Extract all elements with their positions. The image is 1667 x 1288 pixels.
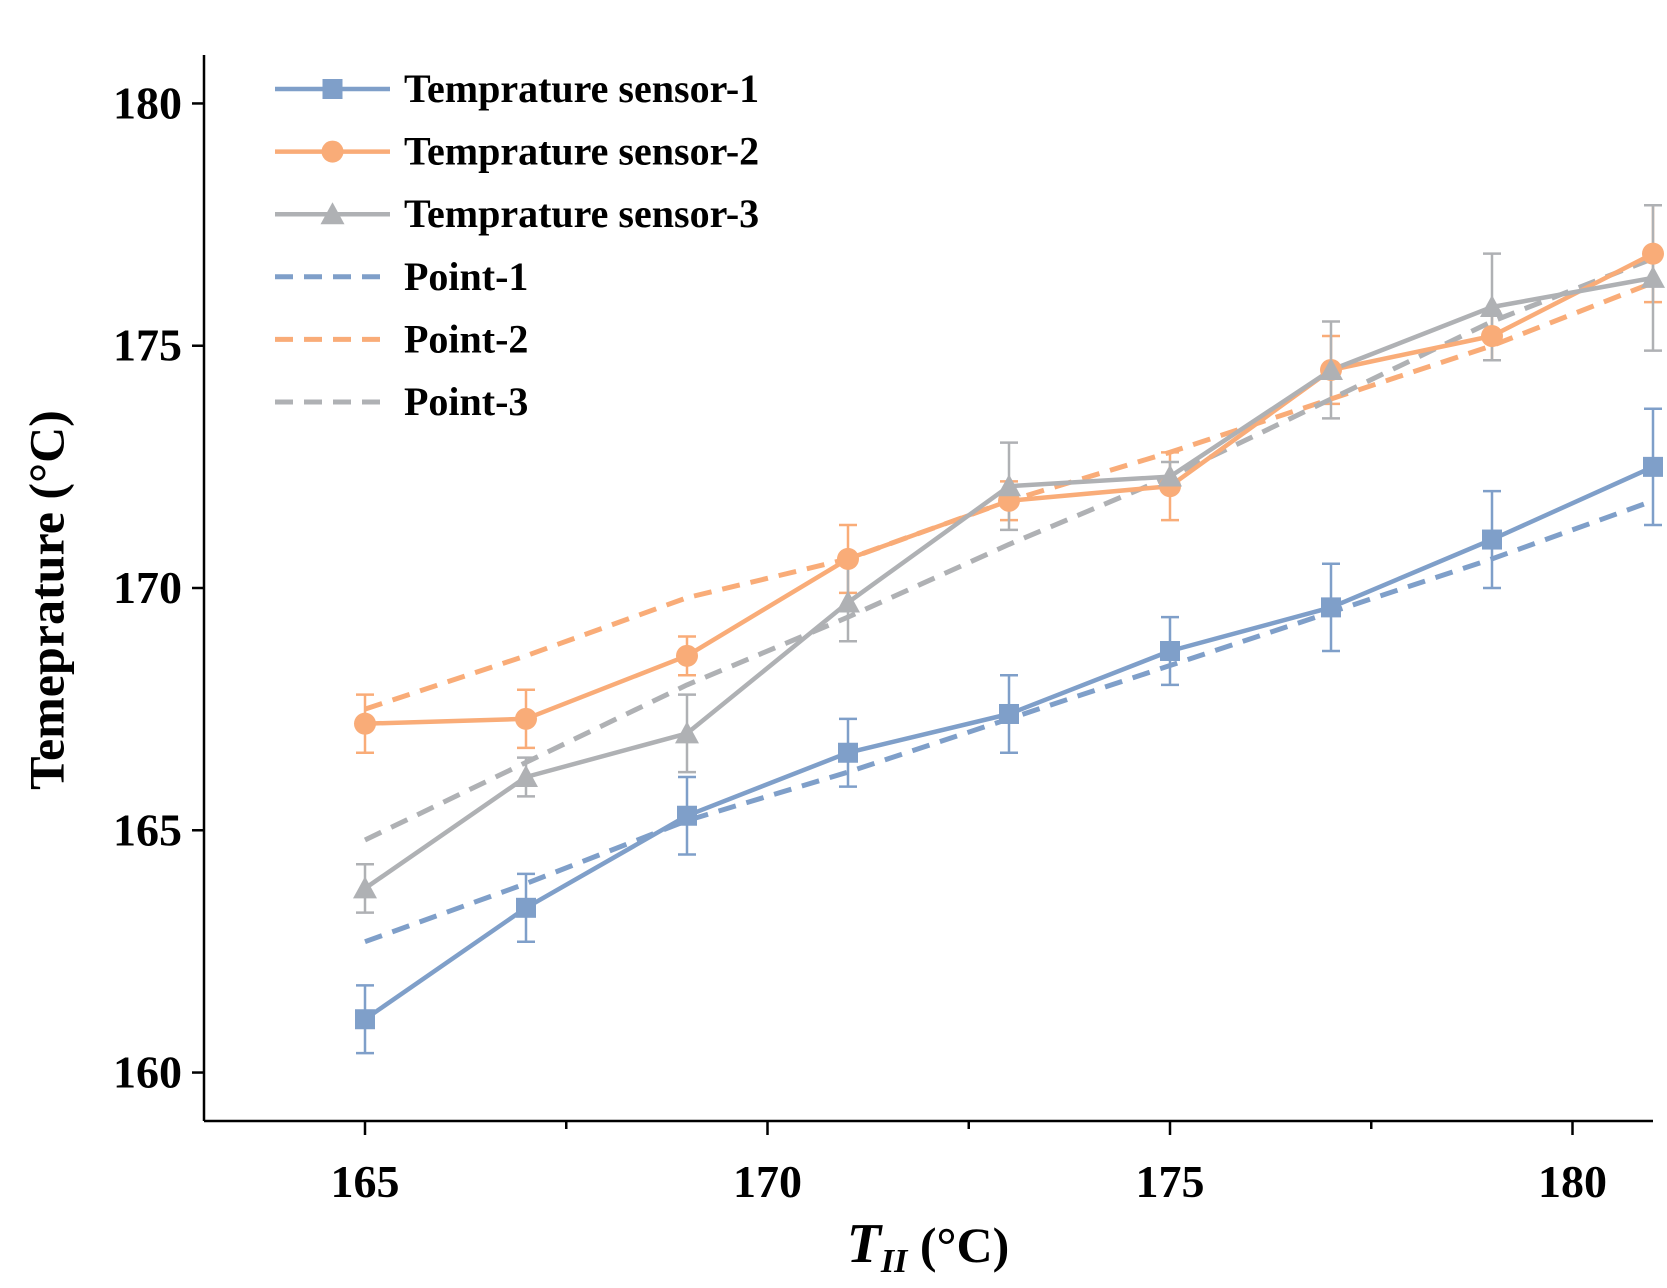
- legend-entry: Temprature sensor-1: [275, 66, 759, 111]
- legend-label: Point-2: [404, 316, 528, 361]
- data-point-square: [322, 79, 343, 99]
- legend-label: Temprature sensor-2: [404, 129, 759, 174]
- y-tick-label: 170: [113, 562, 182, 613]
- data-point-square: [1643, 456, 1663, 477]
- y-ticks: 160 165 170 175 180: [113, 77, 204, 1098]
- data-point-square: [355, 1009, 375, 1030]
- data-point-triangle: [353, 876, 377, 899]
- data-point-circle: [1642, 242, 1664, 265]
- legend-entry: Temprature sensor-2: [275, 129, 759, 174]
- data-point-triangle: [997, 474, 1021, 497]
- x-tick-label: 165: [331, 1156, 400, 1207]
- legend-label: Point-3: [404, 379, 528, 424]
- y-tick-label: 160: [113, 1047, 182, 1098]
- x-tick-label: 175: [1136, 1156, 1205, 1207]
- data-point-square: [999, 703, 1019, 724]
- y-tick-label: 165: [113, 804, 182, 855]
- series-line: [363, 256, 1654, 843]
- data-point-triangle: [836, 590, 860, 613]
- data-point-square: [1482, 529, 1502, 550]
- y-axis-label: Temeprature (°C): [18, 410, 74, 790]
- data-point-circle: [837, 547, 859, 570]
- x-axis-label-subscript: II: [880, 1243, 909, 1280]
- data-point-triangle: [320, 202, 345, 225]
- data-point-square: [838, 742, 858, 763]
- legend: Temprature sensor-1 Temprature sensor-2 Te…: [275, 66, 759, 424]
- data-point-circle: [354, 712, 376, 735]
- legend-entry: Point-3: [275, 379, 528, 424]
- data-point-circle: [321, 140, 344, 163]
- legend-entry: Temprature sensor-3: [275, 191, 759, 236]
- legend-label: Temprature sensor-1: [404, 66, 759, 111]
- data-point-circle: [1481, 325, 1503, 348]
- legend-label: Temprature sensor-3: [404, 191, 759, 236]
- legend-entry: Point-1: [275, 254, 528, 299]
- error-bars: [356, 203, 1662, 1055]
- data-point-triangle: [1319, 357, 1343, 380]
- data-point-circle: [515, 707, 537, 730]
- x-axis-label-main: T: [847, 1213, 884, 1275]
- legend-label: Point-1: [404, 254, 528, 299]
- x-tick-label: 170: [733, 1156, 802, 1207]
- data-point-square: [1321, 597, 1341, 618]
- series-lines: [363, 251, 1655, 1022]
- y-tick-label: 180: [113, 77, 182, 128]
- data-point-triangle: [1158, 464, 1182, 487]
- data-point-triangle: [514, 764, 538, 787]
- x-axis-label-unit: (°C): [907, 1217, 1009, 1273]
- x-tick-label: 180: [1538, 1156, 1607, 1207]
- series-markers: [353, 242, 1665, 1030]
- y-tick-label: 175: [113, 320, 182, 371]
- data-point-triangle: [1641, 265, 1665, 288]
- legend-entry: Point-2: [275, 316, 528, 361]
- data-point-triangle: [675, 721, 699, 744]
- data-point-square: [677, 805, 697, 826]
- series-line: [363, 275, 1654, 891]
- data-point-square: [516, 897, 536, 918]
- data-point-square: [1160, 640, 1180, 661]
- data-point-circle: [676, 644, 698, 667]
- x-axis-label: TII (°C): [847, 1213, 1010, 1280]
- x-ticks: 165 170 175 180: [331, 1121, 1607, 1207]
- data-point-triangle: [1480, 294, 1504, 317]
